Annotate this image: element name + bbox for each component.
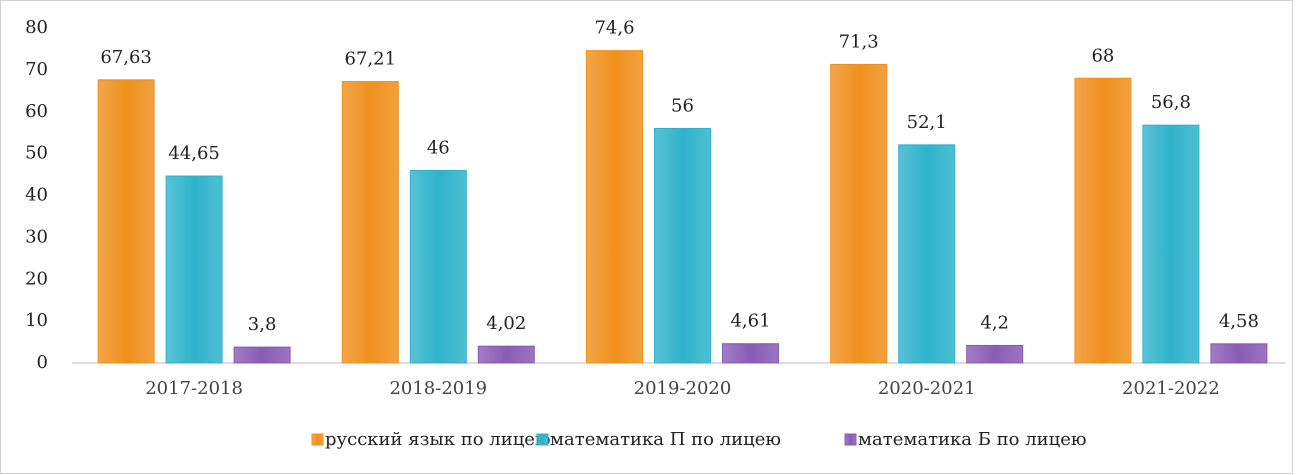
data-label: 56 xyxy=(671,96,694,117)
y-tick-label: 60 xyxy=(25,101,48,122)
legend-label: русский язык по лицею xyxy=(325,429,551,450)
data-label: 4,02 xyxy=(486,313,526,334)
x-tick-label: 2021-2022 xyxy=(1122,378,1220,399)
bar xyxy=(165,175,223,364)
y-tick-label: 40 xyxy=(25,185,48,206)
bar xyxy=(409,169,467,364)
legend-swatch xyxy=(311,433,324,446)
bar xyxy=(966,344,1024,364)
data-label: 67,63 xyxy=(100,47,152,68)
bar xyxy=(233,346,291,364)
data-label: 4,61 xyxy=(730,311,770,332)
legend-swatch xyxy=(536,433,549,446)
y-tick-label: 20 xyxy=(25,268,48,289)
data-label: 3,8 xyxy=(248,314,277,335)
legend-swatch xyxy=(844,433,857,446)
bar xyxy=(586,50,643,364)
bar xyxy=(97,79,155,364)
y-tick-label: 80 xyxy=(25,17,48,38)
data-label: 4,2 xyxy=(980,312,1009,333)
data-label: 44,65 xyxy=(168,143,220,164)
data-label: 74,6 xyxy=(594,18,634,39)
x-tick-label: 2019-2020 xyxy=(634,378,732,399)
data-label: 52,1 xyxy=(907,112,947,133)
bar xyxy=(1210,343,1268,364)
bar xyxy=(830,63,888,364)
data-label: 71,3 xyxy=(839,31,879,52)
bar xyxy=(477,345,535,364)
legend-label: математика Б по лицею xyxy=(858,429,1087,450)
y-tick-label: 70 xyxy=(25,59,48,80)
y-tick-label: 10 xyxy=(25,310,48,331)
x-tick-label: 2018-2019 xyxy=(389,378,487,399)
data-label: 68 xyxy=(1091,45,1114,66)
bar xyxy=(654,128,711,364)
data-label: 46 xyxy=(427,137,450,158)
y-tick-label: 30 xyxy=(25,226,48,247)
x-tick-label: 2017-2018 xyxy=(145,378,243,399)
data-label: 56,8 xyxy=(1151,92,1191,113)
bar xyxy=(898,144,956,364)
y-tick-label: 0 xyxy=(37,352,48,373)
data-label: 4,58 xyxy=(1219,311,1259,332)
legend-label: математика П по лицею xyxy=(550,429,781,450)
bar xyxy=(722,343,779,364)
data-label: 67,21 xyxy=(345,49,397,70)
bar xyxy=(341,81,399,364)
y-tick-label: 50 xyxy=(25,143,48,164)
x-tick-label: 2020-2021 xyxy=(878,378,976,399)
bar xyxy=(1142,124,1200,364)
bar xyxy=(1074,77,1132,364)
